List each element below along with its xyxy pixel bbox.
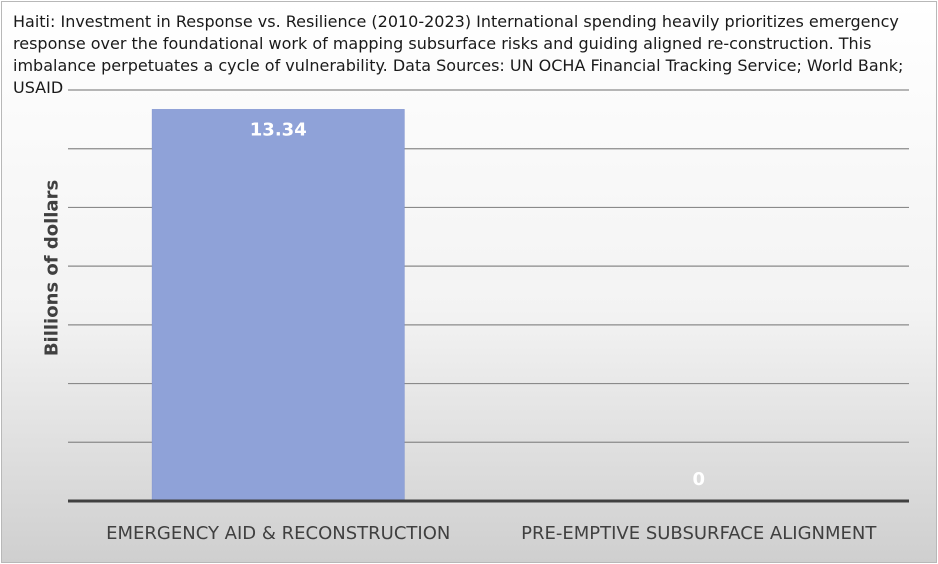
- data-label: 13.34: [250, 119, 307, 140]
- bars: [151, 109, 405, 502]
- bar: [151, 109, 405, 502]
- x-tick-label: PRE-EMPTIVE SUBSURFACE ALIGNMENT: [521, 523, 877, 544]
- x-tick-label: EMERGENCY AID & RECONSTRUCTION: [106, 523, 450, 544]
- labels: 13.34 EMERGENCY AID & RECONSTRUCTION 0 PRE-…: [106, 119, 877, 544]
- chart-title: Haiti: Investment in Response vs. Resili…: [13, 12, 904, 97]
- data-label: 0: [692, 469, 705, 490]
